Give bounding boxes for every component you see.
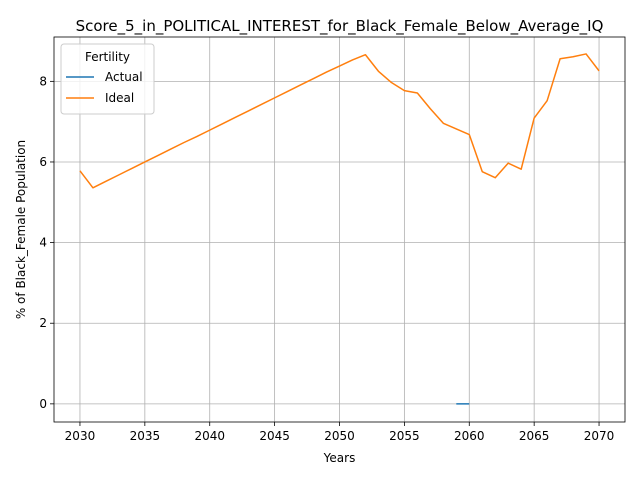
x-tick-label: 2050: [324, 429, 355, 443]
x-axis-label: Years: [323, 451, 356, 465]
y-tick-label: 2: [39, 316, 47, 330]
axis-ticks: 2030 2035 2040 2045 2050 2055 2060 2065 2070 0 2 4 6…: [39, 74, 614, 443]
y-tick-label: 8: [39, 74, 47, 88]
plot-frame: [53, 36, 626, 423]
legend: Fertility Actual Ideal: [60, 43, 155, 115]
chart-title: Score_5_in_POLITICAL_INTEREST_for_Black_…: [76, 17, 604, 36]
x-tick-label: 2040: [194, 429, 225, 443]
y-tick-label: 0: [39, 397, 47, 411]
x-tick-label: 2030: [65, 429, 96, 443]
x-tick-label: 2055: [389, 429, 420, 443]
x-tick-label: 2065: [519, 429, 550, 443]
grid: [54, 37, 625, 422]
series-lines: [79, 53, 600, 405]
x-tick-label: 2060: [454, 429, 485, 443]
y-tick-label: 4: [39, 236, 47, 250]
legend-label-actual: Actual: [105, 70, 143, 84]
series-line-ideal: [79, 53, 600, 189]
legend-box: [60, 43, 155, 115]
y-tick-label: 6: [39, 155, 47, 169]
x-tick-label: 2035: [130, 429, 161, 443]
x-tick-label: 2045: [259, 429, 290, 443]
legend-title: Fertility: [85, 50, 130, 64]
x-tick-label: 2070: [584, 429, 615, 443]
legend-label-ideal: Ideal: [105, 91, 134, 105]
y-axis-label: % of Black_Female Population: [14, 140, 28, 319]
